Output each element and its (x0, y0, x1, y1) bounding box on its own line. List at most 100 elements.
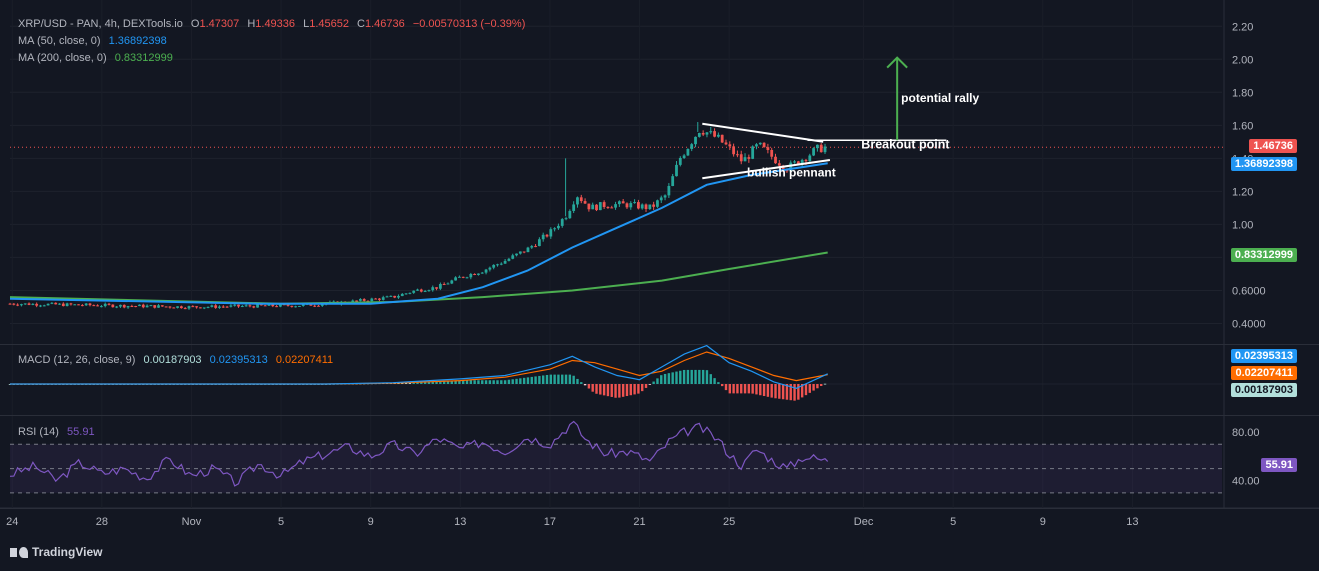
rsi-tick-label: 40.00 (1232, 476, 1260, 488)
candle-body (119, 304, 122, 307)
macd-histogram-bar (797, 384, 800, 400)
candle-body (42, 305, 46, 307)
candle-body (138, 304, 141, 307)
candle-body (697, 132, 701, 137)
candle-body (713, 131, 716, 137)
pennant-lower-line[interactable] (702, 159, 831, 180)
macd-histogram-bar (732, 384, 735, 394)
macd-histogram-bar (564, 374, 568, 384)
macd-histogram-bar (442, 380, 446, 384)
candle-body (446, 283, 450, 285)
tradingview-brand[interactable]: TradingView (10, 545, 102, 559)
macd-histogram-bar (656, 378, 659, 384)
candle-body (248, 305, 252, 307)
candle-body (595, 204, 598, 211)
time-tick-label: 5 (950, 516, 956, 528)
time-tick-label: 25 (723, 516, 735, 528)
candle-body (568, 210, 572, 219)
candle-body (659, 197, 663, 201)
macd-histogram-bar (778, 384, 781, 399)
candle-body (240, 306, 244, 308)
candle-body (233, 304, 237, 306)
macd-histogram-bar (481, 380, 484, 384)
time-tick-label: 9 (368, 516, 374, 528)
macd-histogram-bar (458, 380, 461, 384)
candle-body (290, 305, 294, 307)
candle-body (77, 304, 80, 306)
candle-body (610, 207, 614, 209)
candle-body (256, 304, 259, 308)
macd-histogram-bar (701, 369, 705, 384)
macd-histogram-bar (770, 384, 773, 398)
macd-histogram-bar (561, 374, 564, 384)
candle-body (259, 304, 263, 306)
pennant-upper-line[interactable] (702, 122, 824, 143)
macd-histogram-bar (416, 382, 419, 384)
rsi-tag: 55.91 (1261, 458, 1297, 472)
macd-histogram-bar (724, 384, 728, 391)
candle-body (716, 134, 720, 137)
candle-body (682, 155, 686, 158)
macd-histogram-bar (759, 384, 762, 396)
macd-histogram-bar (549, 374, 553, 384)
macd-histogram-bar (808, 384, 811, 393)
macd-histogram-bar (698, 369, 701, 384)
ma200-line (9, 251, 828, 305)
macd-histogram-bar (717, 382, 720, 384)
macd-histogram-bar (736, 384, 739, 394)
macd-histogram-bar (660, 375, 663, 384)
macd-histogram-bar (587, 384, 591, 389)
macd-legend[interactable]: MACD (12, 26, close, 9) 0.00187903 0.023… (18, 354, 338, 366)
candle-body (480, 272, 484, 274)
macd-histogram-bar (637, 384, 640, 394)
candle-body (732, 146, 736, 155)
ma50-legend[interactable]: MA (50, close, 0) 1.36892398 (18, 35, 172, 47)
macd-histogram-bar (541, 375, 545, 384)
macd-histogram-bar (534, 376, 537, 384)
candle-body (130, 306, 134, 308)
high-label: H (247, 18, 256, 30)
candle-body (652, 204, 656, 207)
rsi-tick-label: 80.00 (1232, 427, 1260, 439)
macd-histogram-bar (553, 374, 556, 384)
candle-body (111, 304, 115, 308)
macd-histogram-bar (682, 369, 686, 384)
candle-body (458, 276, 461, 278)
candle-body (229, 305, 233, 307)
candle-body (598, 202, 602, 211)
candle-body (164, 306, 168, 308)
ma200-legend[interactable]: MA (200, close, 0) 0.83312999 (18, 52, 178, 64)
candle-body (54, 302, 58, 305)
time-tick-label: Dec (854, 516, 874, 528)
macd-signal-tag: 0.02207411 (1231, 366, 1297, 380)
candle-body (492, 264, 496, 268)
candle-body (358, 299, 362, 301)
macd-histogram-bar (800, 384, 804, 398)
macd-histogram-bar (671, 372, 674, 384)
rsi-legend[interactable]: RSI (14) 55.91 (18, 426, 100, 438)
price-legend: XRP/USD - PAN, 4h, DEXTools.io O1.47307 … (18, 18, 530, 30)
time-tick-label: 24 (6, 516, 18, 528)
price-tick-label: 0.6000 (1232, 285, 1266, 297)
price-tick-label: 1.00 (1232, 219, 1253, 231)
candle-body (267, 304, 271, 306)
macd-histogram-bar (812, 384, 815, 391)
candle-body (503, 260, 507, 264)
candle-body (122, 304, 126, 308)
price-tick-label: 1.80 (1232, 87, 1253, 99)
candle-body (393, 295, 397, 298)
candle-body (35, 303, 39, 306)
candle-body (823, 146, 827, 153)
candle-body (549, 229, 553, 237)
macd-histogram-bar (793, 384, 796, 401)
candle-body (477, 273, 480, 275)
macd-histogram-bar (572, 375, 575, 384)
candle-body (694, 136, 697, 145)
candle-body (157, 305, 160, 308)
candle-body (149, 305, 153, 307)
macd-histogram-bar (720, 384, 724, 387)
candle-body (751, 146, 755, 159)
macd-histogram-bar (686, 369, 690, 384)
candle-body (743, 157, 747, 162)
